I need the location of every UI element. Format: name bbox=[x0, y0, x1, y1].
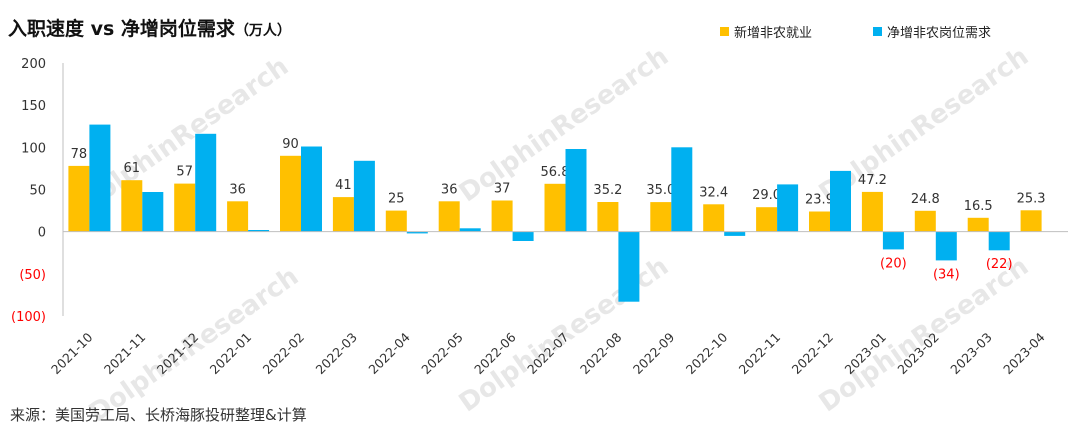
bar-net-demand bbox=[248, 230, 270, 232]
y-tick-label: (100) bbox=[11, 310, 46, 325]
bar-new-jobs bbox=[174, 183, 196, 232]
data-label-new-jobs: 47.2 bbox=[858, 173, 887, 188]
bar-new-jobs bbox=[861, 191, 883, 232]
x-tick-label: 2022-07 bbox=[524, 330, 572, 378]
legend-label-net-demand: 净增非农岗位需求 bbox=[887, 26, 992, 41]
legend-item-net-demand: 净增非农岗位需求 bbox=[873, 22, 991, 41]
bar-net-demand bbox=[882, 231, 904, 250]
x-tick-label: 2022-09 bbox=[630, 329, 678, 377]
x-tick-label: 2021-11 bbox=[101, 330, 149, 378]
bar-new-jobs bbox=[756, 207, 778, 232]
y-tick-label: 200 bbox=[21, 57, 46, 72]
bar-new-jobs bbox=[227, 201, 249, 232]
data-label-new-jobs: 25 bbox=[388, 192, 405, 207]
data-label-new-jobs: 29.0 bbox=[752, 188, 781, 203]
bar-net-demand bbox=[777, 184, 799, 232]
chart-title-main: 入职速度 vs 净增岗位需求 bbox=[8, 18, 235, 40]
x-tick-label: 2022-06 bbox=[471, 329, 519, 377]
bar-net-demand bbox=[195, 133, 217, 232]
bar-net-demand bbox=[935, 231, 957, 261]
bar-net-demand bbox=[724, 231, 746, 236]
data-label-new-jobs: 24.8 bbox=[911, 192, 940, 207]
bar-new-jobs bbox=[491, 200, 513, 232]
data-label-new-jobs: 16.5 bbox=[964, 199, 993, 214]
bar-new-jobs bbox=[914, 210, 936, 232]
x-tick-label: 2022-11 bbox=[736, 330, 784, 378]
bar-new-jobs bbox=[385, 210, 407, 232]
bar-net-demand bbox=[406, 231, 428, 234]
chart-title: 入职速度 vs 净增岗位需求（万人） bbox=[8, 14, 291, 41]
x-tick-label: 2022-03 bbox=[312, 330, 360, 378]
x-tick-label: 2023-03 bbox=[947, 330, 995, 378]
data-label-new-jobs: 57 bbox=[176, 165, 193, 180]
legend-label-new-jobs: 新增非农就业 bbox=[734, 26, 813, 41]
data-label-new-jobs: 56.8 bbox=[541, 165, 570, 180]
bar-net-demand bbox=[459, 228, 481, 232]
data-label-new-jobs: 23.9 bbox=[805, 193, 834, 208]
data-label-net-demand: (34) bbox=[933, 267, 960, 282]
data-label-new-jobs: 90 bbox=[282, 137, 299, 152]
legend-swatch-net-demand bbox=[873, 27, 882, 36]
bar-net-demand bbox=[142, 192, 164, 232]
bar-new-jobs bbox=[809, 211, 830, 232]
y-tick-label: 100 bbox=[21, 141, 46, 156]
bar-net-demand bbox=[89, 124, 111, 232]
bar-net-demand bbox=[565, 149, 587, 232]
bar-new-jobs bbox=[438, 201, 460, 232]
y-tick-label: 0 bbox=[38, 226, 46, 241]
data-label-new-jobs: 36 bbox=[229, 182, 246, 197]
data-label-net-demand: (22) bbox=[986, 257, 1013, 272]
data-label-new-jobs: 35.0 bbox=[646, 183, 675, 198]
bar-new-jobs bbox=[121, 180, 143, 232]
data-label-net-demand: (20) bbox=[880, 256, 907, 271]
x-tick-label: 2022-05 bbox=[418, 330, 466, 378]
bar-new-jobs bbox=[967, 217, 989, 232]
x-tick-label: 2023-02 bbox=[894, 330, 942, 378]
x-tick-label: 2022-02 bbox=[260, 330, 308, 378]
chart-title-unit: （万人） bbox=[234, 23, 291, 39]
bar-net-demand bbox=[618, 231, 640, 302]
legend-item-new-jobs: 新增非农就业 bbox=[720, 22, 812, 41]
bar-new-jobs bbox=[597, 202, 619, 232]
data-label-new-jobs: 25.3 bbox=[1017, 191, 1046, 206]
data-label-new-jobs: 35.2 bbox=[593, 183, 622, 198]
data-label-new-jobs: 36 bbox=[441, 182, 458, 197]
bar-new-jobs bbox=[544, 183, 566, 232]
x-tick-label: 2023-04 bbox=[1000, 329, 1048, 377]
y-tick-label: 150 bbox=[21, 99, 46, 114]
source-note: 来源：美国劳工局、长桥海豚投研整理&计算 bbox=[10, 406, 307, 424]
bar-net-demand bbox=[988, 231, 1010, 251]
data-label-new-jobs: 78 bbox=[71, 147, 88, 162]
data-label-new-jobs: 41 bbox=[335, 178, 352, 193]
bar-new-jobs bbox=[650, 202, 672, 232]
y-tick-label: (50) bbox=[19, 268, 46, 283]
x-tick-label: 2023-01 bbox=[841, 330, 889, 378]
bar-net-demand bbox=[512, 231, 534, 241]
x-tick-label: 2021-10 bbox=[48, 329, 96, 377]
bar-net-demand bbox=[353, 160, 375, 232]
x-tick-label: 2022-08 bbox=[577, 329, 625, 377]
bar-net-demand bbox=[671, 147, 693, 232]
x-tick-label: 2022-01 bbox=[207, 330, 255, 378]
bar-new-jobs bbox=[332, 197, 354, 232]
x-tick-label: 2022-12 bbox=[789, 330, 837, 378]
x-tick-label: 2021-12 bbox=[154, 330, 202, 378]
x-tick-label: 2022-10 bbox=[683, 329, 731, 377]
bar-net-demand bbox=[301, 146, 322, 232]
bar-new-jobs bbox=[1020, 210, 1042, 232]
data-label-new-jobs: 61 bbox=[124, 161, 141, 176]
x-tick-label: 2022-04 bbox=[365, 329, 413, 377]
bar-new-jobs bbox=[280, 155, 301, 232]
y-tick-label: 50 bbox=[29, 184, 46, 199]
bar-new-jobs bbox=[68, 165, 90, 232]
bar-new-jobs bbox=[703, 204, 725, 232]
data-label-new-jobs: 37 bbox=[494, 182, 511, 197]
legend-swatch-new-jobs bbox=[720, 27, 729, 36]
data-label-new-jobs: 32.4 bbox=[699, 185, 728, 200]
bar-net-demand bbox=[830, 170, 851, 232]
